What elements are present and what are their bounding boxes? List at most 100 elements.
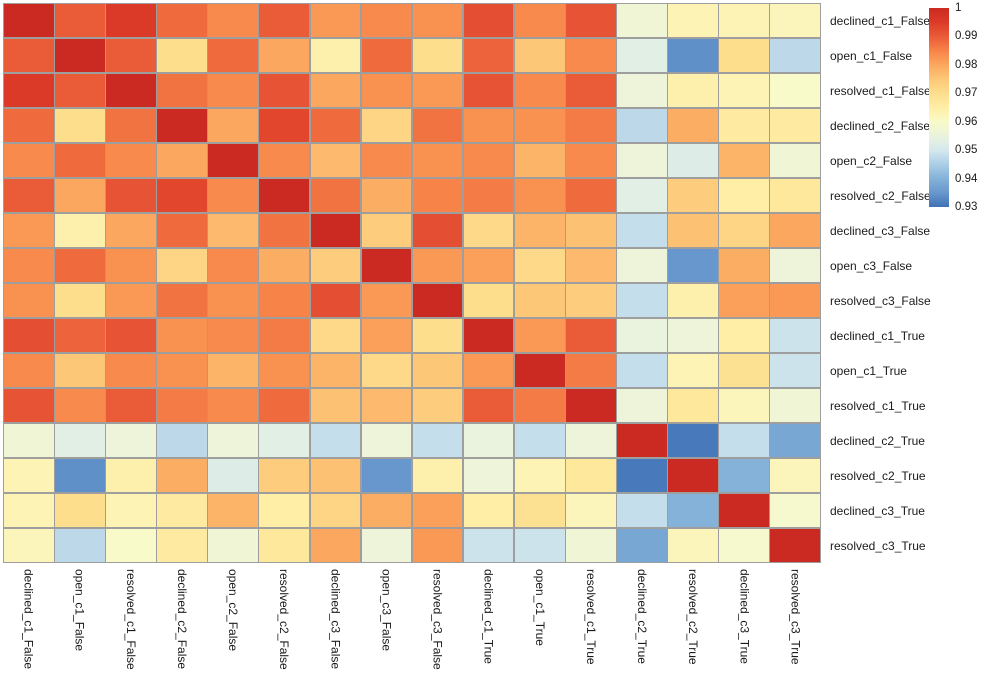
heatmap-cell xyxy=(361,73,412,108)
heatmap-cell xyxy=(106,283,156,318)
heatmap-cell xyxy=(412,318,463,353)
heatmap-cell xyxy=(310,283,361,318)
heatmap-cell xyxy=(4,178,54,213)
col-label-text: resolved_c3_False xyxy=(430,569,445,670)
heatmap-cell xyxy=(259,283,310,318)
heatmap-cell xyxy=(310,493,361,528)
heatmap-cell xyxy=(668,248,718,283)
heatmap-cell xyxy=(566,108,616,143)
heatmap-cell xyxy=(514,353,565,388)
heatmap-cell xyxy=(208,143,258,178)
heatmap-cell xyxy=(668,318,718,353)
row-label: resolved_c3_False xyxy=(830,293,931,308)
heatmap-cell xyxy=(55,458,105,493)
heatmap-cell xyxy=(617,108,667,143)
heatmap-cell xyxy=(412,528,463,562)
heatmap-cell xyxy=(4,38,54,73)
heatmap-cell xyxy=(514,493,565,528)
heatmap-cell xyxy=(157,353,207,388)
heatmap-cell xyxy=(106,388,156,423)
col-label: declined_c2_False xyxy=(156,569,207,687)
heatmap-cell xyxy=(259,493,310,528)
heatmap-cell xyxy=(514,178,565,213)
heatmap-cell xyxy=(617,4,667,38)
heatmap-cell xyxy=(157,388,207,423)
col-label: open_c1_True xyxy=(514,569,565,687)
heatmap-cell xyxy=(106,318,156,353)
heatmap-cell xyxy=(514,423,565,458)
heatmap-cell xyxy=(514,143,565,178)
heatmap-cell xyxy=(566,388,616,423)
heatmap-cell xyxy=(617,248,667,283)
heatmap-cell xyxy=(566,248,616,283)
heatmap-cell xyxy=(412,4,463,38)
heatmap-cell xyxy=(361,283,412,318)
heatmap-cell xyxy=(310,423,361,458)
heatmap-cell xyxy=(566,353,616,388)
heatmap-cell xyxy=(361,248,412,283)
heatmap-cell xyxy=(106,213,156,248)
row-label: resolved_c1_True xyxy=(830,398,926,413)
heatmap-cell xyxy=(157,213,207,248)
heatmap-cell xyxy=(668,38,718,73)
heatmap-cell xyxy=(259,248,310,283)
row-label: declined_c2_False xyxy=(830,118,931,133)
heatmap-cell xyxy=(157,38,207,73)
col-label-text: declined_c3_True xyxy=(737,569,752,664)
colorbar-tick: 0.99 xyxy=(955,30,978,43)
heatmap-cell xyxy=(106,38,156,73)
heatmap-cell xyxy=(770,38,820,73)
heatmap-cell xyxy=(463,493,514,528)
heatmap-cell xyxy=(208,423,258,458)
heatmap-cell xyxy=(208,4,258,38)
row-label: open_c1_False xyxy=(830,48,913,63)
heatmap-cell xyxy=(310,38,361,73)
colorbar-tick: 0.98 xyxy=(955,58,978,71)
col-label-text: declined_c2_True xyxy=(635,569,650,664)
heatmap-cell xyxy=(719,493,769,528)
heatmap-cell xyxy=(106,4,156,38)
heatmap-cell xyxy=(668,283,718,318)
col-label: resolved_c1_True xyxy=(565,569,616,687)
heatmap-cell xyxy=(668,388,718,423)
col-label: resolved_c3_True xyxy=(770,569,821,687)
heatmap-cell xyxy=(463,353,514,388)
heatmap-cell xyxy=(770,248,820,283)
heatmap-cell xyxy=(4,493,54,528)
heatmap-cell xyxy=(4,248,54,283)
heatmap-cell xyxy=(463,178,514,213)
heatmap-cell xyxy=(566,318,616,353)
heatmap-cell xyxy=(463,38,514,73)
heatmap-cell xyxy=(55,73,105,108)
heatmap-cell xyxy=(463,528,514,562)
heatmap-cell xyxy=(157,108,207,143)
row-label: resolved_c1_False xyxy=(830,83,931,98)
heatmap-cell xyxy=(157,528,207,562)
heatmap-cell xyxy=(566,423,616,458)
heatmap-cell xyxy=(770,213,820,248)
heatmap-cell xyxy=(310,213,361,248)
col-label: resolved_c2_False xyxy=(259,569,310,687)
col-label-text: resolved_c2_False xyxy=(277,569,292,670)
heatmap-cell xyxy=(361,423,412,458)
heatmap-cell xyxy=(55,388,105,423)
heatmap-cell xyxy=(770,283,820,318)
col-label-text: declined_c2_False xyxy=(174,569,189,670)
heatmap-cell xyxy=(412,353,463,388)
heatmap-cell xyxy=(412,493,463,528)
heatmap-cell xyxy=(259,143,310,178)
heatmap-cell xyxy=(514,108,565,143)
heatmap-cell xyxy=(617,458,667,493)
row-label: resolved_c3_True xyxy=(830,538,926,553)
heatmap-cell xyxy=(4,283,54,318)
colorbar-tick: 0.95 xyxy=(955,144,978,157)
heatmap-cell xyxy=(617,283,667,318)
heatmap-cell xyxy=(514,248,565,283)
heatmap-cell xyxy=(55,178,105,213)
heatmap-cell xyxy=(259,178,310,213)
heatmap-cell xyxy=(55,108,105,143)
heatmap-cell xyxy=(4,528,54,562)
heatmap-cell xyxy=(617,528,667,562)
heatmap-cell xyxy=(770,318,820,353)
